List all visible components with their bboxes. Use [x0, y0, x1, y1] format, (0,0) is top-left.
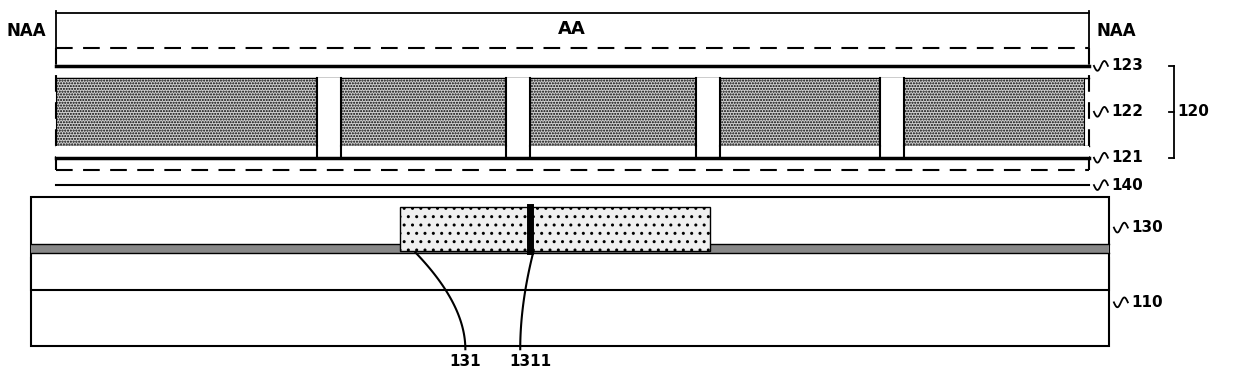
Text: 121: 121: [1111, 150, 1142, 165]
Text: 130: 130: [1131, 220, 1162, 235]
Text: NAA: NAA: [6, 22, 46, 40]
Bar: [881, 78, 904, 146]
Bar: [530, 78, 695, 146]
Bar: [530, 207, 710, 251]
Text: NAA: NAA: [1097, 22, 1136, 40]
Bar: [507, 78, 530, 146]
Text: 110: 110: [1131, 295, 1162, 310]
Bar: [31, 258, 1109, 346]
Bar: [341, 78, 506, 146]
Text: 1311: 1311: [509, 354, 551, 369]
Text: 123: 123: [1111, 59, 1142, 73]
Bar: [317, 78, 341, 146]
Text: 120: 120: [1178, 104, 1209, 119]
Text: 122: 122: [1111, 104, 1142, 119]
Text: AA: AA: [559, 20, 586, 38]
Text: 131: 131: [450, 354, 481, 369]
Bar: [400, 207, 530, 251]
Bar: [31, 244, 1109, 254]
Bar: [31, 197, 1109, 290]
Bar: [56, 78, 316, 146]
Text: 140: 140: [1111, 178, 1142, 192]
Bar: [56, 146, 1089, 158]
Bar: [904, 78, 1084, 146]
Bar: [720, 78, 880, 146]
Bar: [696, 78, 720, 146]
